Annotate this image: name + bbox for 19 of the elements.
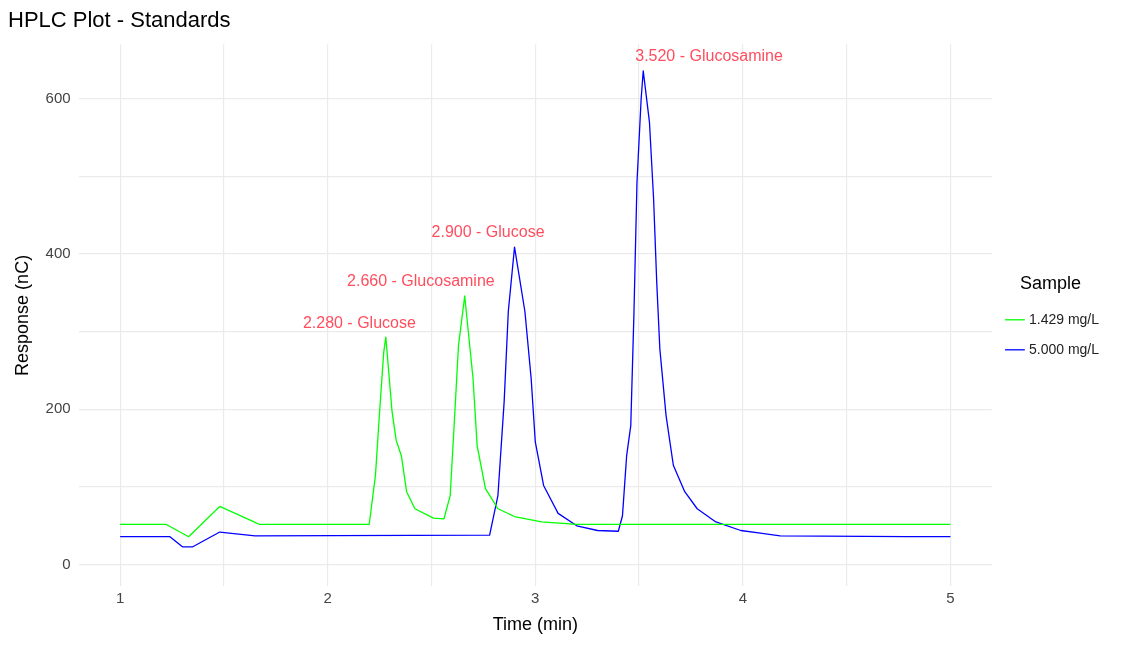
x-tick-label: 4 — [738, 588, 748, 606]
y-tick-label: 0 — [62, 554, 71, 572]
annotation: 2.660 - Glucosamine — [347, 272, 495, 290]
x-tick-label: 2 — [323, 588, 332, 606]
x-tick-label: 5 — [946, 588, 955, 606]
x-tick-label: 1 — [115, 588, 125, 606]
legend-title: Sample — [1019, 273, 1081, 294]
legend-label: 5.000 mg/L — [1028, 340, 1100, 357]
annotation: 2.280 - Glucose — [302, 313, 416, 331]
chart-title: HPLC Plot - Standards — [8, 7, 231, 33]
y-axis-title: Response (nC) — [11, 254, 32, 376]
annotation: 3.520 - Glucosamine — [635, 47, 783, 65]
annotation: 2.900 - Glucose — [431, 223, 545, 241]
x-tick-label: 3 — [531, 588, 540, 606]
y-tick-label: 400 — [45, 244, 71, 262]
y-tick-label: 200 — [45, 399, 71, 417]
y-tick-label: 600 — [45, 88, 71, 106]
legend-label: 1.429 mg/L — [1028, 310, 1100, 327]
x-axis-title: Time (min) — [492, 614, 578, 635]
